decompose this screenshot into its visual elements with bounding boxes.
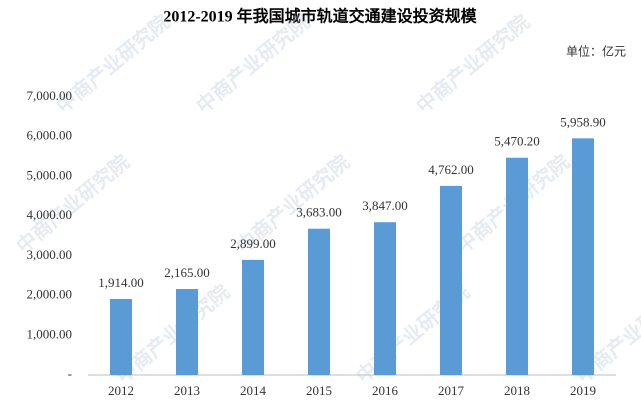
watermark: 中商产业研究院 <box>411 10 534 118</box>
x-tick-label: 2016 <box>372 383 399 398</box>
data-label: 2,165.00 <box>164 265 210 280</box>
bar <box>176 289 198 375</box>
bar <box>506 157 528 375</box>
y-tick-label: - <box>68 366 72 381</box>
data-label: 1,914.00 <box>98 275 144 290</box>
y-tick-label: 1,000.00 <box>27 326 73 341</box>
data-label: 3,683.00 <box>296 205 342 220</box>
data-label: 3,847.00 <box>362 198 408 213</box>
bar <box>440 185 462 375</box>
data-label: 2,899.00 <box>230 236 276 251</box>
x-tick-label: 2013 <box>174 383 200 398</box>
bar <box>242 259 264 375</box>
watermark: 中商产业研究院 <box>11 150 134 258</box>
y-tick-label: 2,000.00 <box>27 287 73 302</box>
bar <box>572 138 594 375</box>
y-tick-label: 4,000.00 <box>27 207 73 222</box>
data-label: 5,470.20 <box>494 134 540 149</box>
bar <box>308 228 330 375</box>
x-tick-label: 2014 <box>240 383 267 398</box>
bar <box>374 222 396 375</box>
data-label: 4,762.00 <box>428 162 474 177</box>
watermark: 中商产业研究院 <box>191 10 314 118</box>
y-tick-label: 7,000.00 <box>27 88 73 103</box>
x-tick-label: 2012 <box>108 383 134 398</box>
y-tick-label: 6,000.00 <box>27 128 73 143</box>
x-tick-label: 2019 <box>570 383 596 398</box>
y-tick-label: 3,000.00 <box>27 247 73 262</box>
x-tick-label: 2017 <box>438 383 465 398</box>
x-tick-label: 2015 <box>306 383 332 398</box>
y-tick-label: 5,000.00 <box>27 167 73 182</box>
bar <box>110 298 132 375</box>
data-label: 5,958.90 <box>560 114 606 129</box>
x-tick-label: 2018 <box>504 383 530 398</box>
unit-label: 单位：亿元 <box>566 44 626 59</box>
chart-title: 2012-2019 年我国城市轨道交通建设投资规模 <box>163 7 477 26</box>
